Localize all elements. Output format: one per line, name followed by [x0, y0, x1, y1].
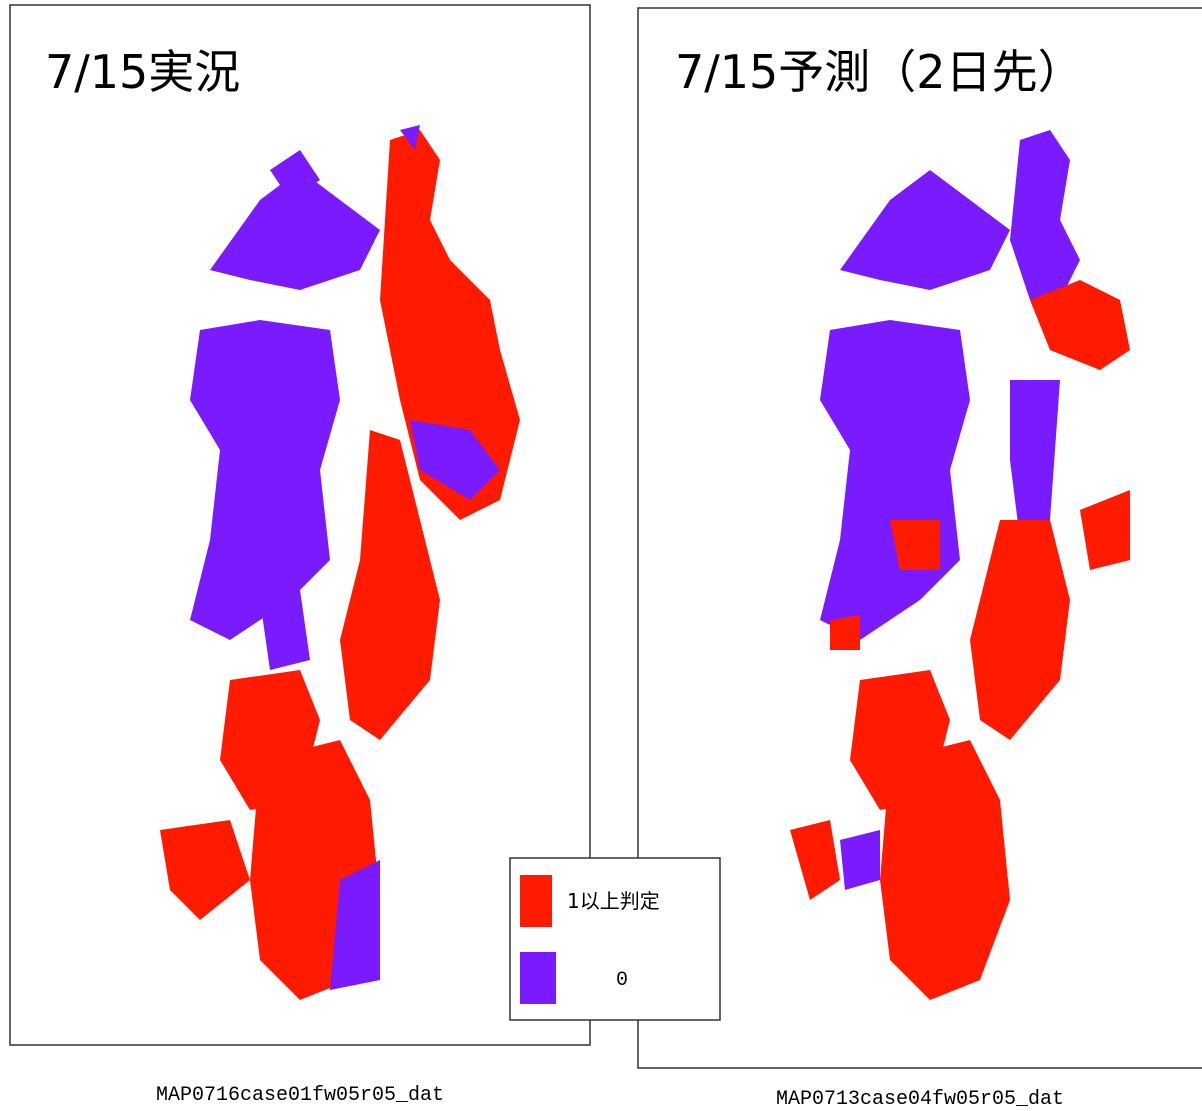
legend-label: 1以上判定: [567, 889, 660, 913]
page: 7/15実況 MAP0716case01fw05r05_dat 7/15予測（2…: [0, 0, 1202, 1111]
panel-caption: MAP0716case01fw05r05_dat: [156, 1084, 444, 1107]
legend-label: 0: [616, 969, 628, 992]
legend-swatch: [520, 875, 552, 927]
legend-swatch: [520, 952, 556, 1004]
panel-title: 7/15実況: [45, 45, 240, 99]
panel-caption: MAP0713case04fw05r05_dat: [776, 1088, 1064, 1111]
legend: 1以上判定 0: [510, 858, 720, 1020]
panel-forecast: 7/15予測（2日先） MAP0713case04fw05r05_dat: [638, 8, 1202, 1111]
panel-observed: 7/15実況 MAP0716case01fw05r05_dat: [10, 5, 590, 1107]
panel-title: 7/15予測（2日先）: [675, 45, 1084, 99]
